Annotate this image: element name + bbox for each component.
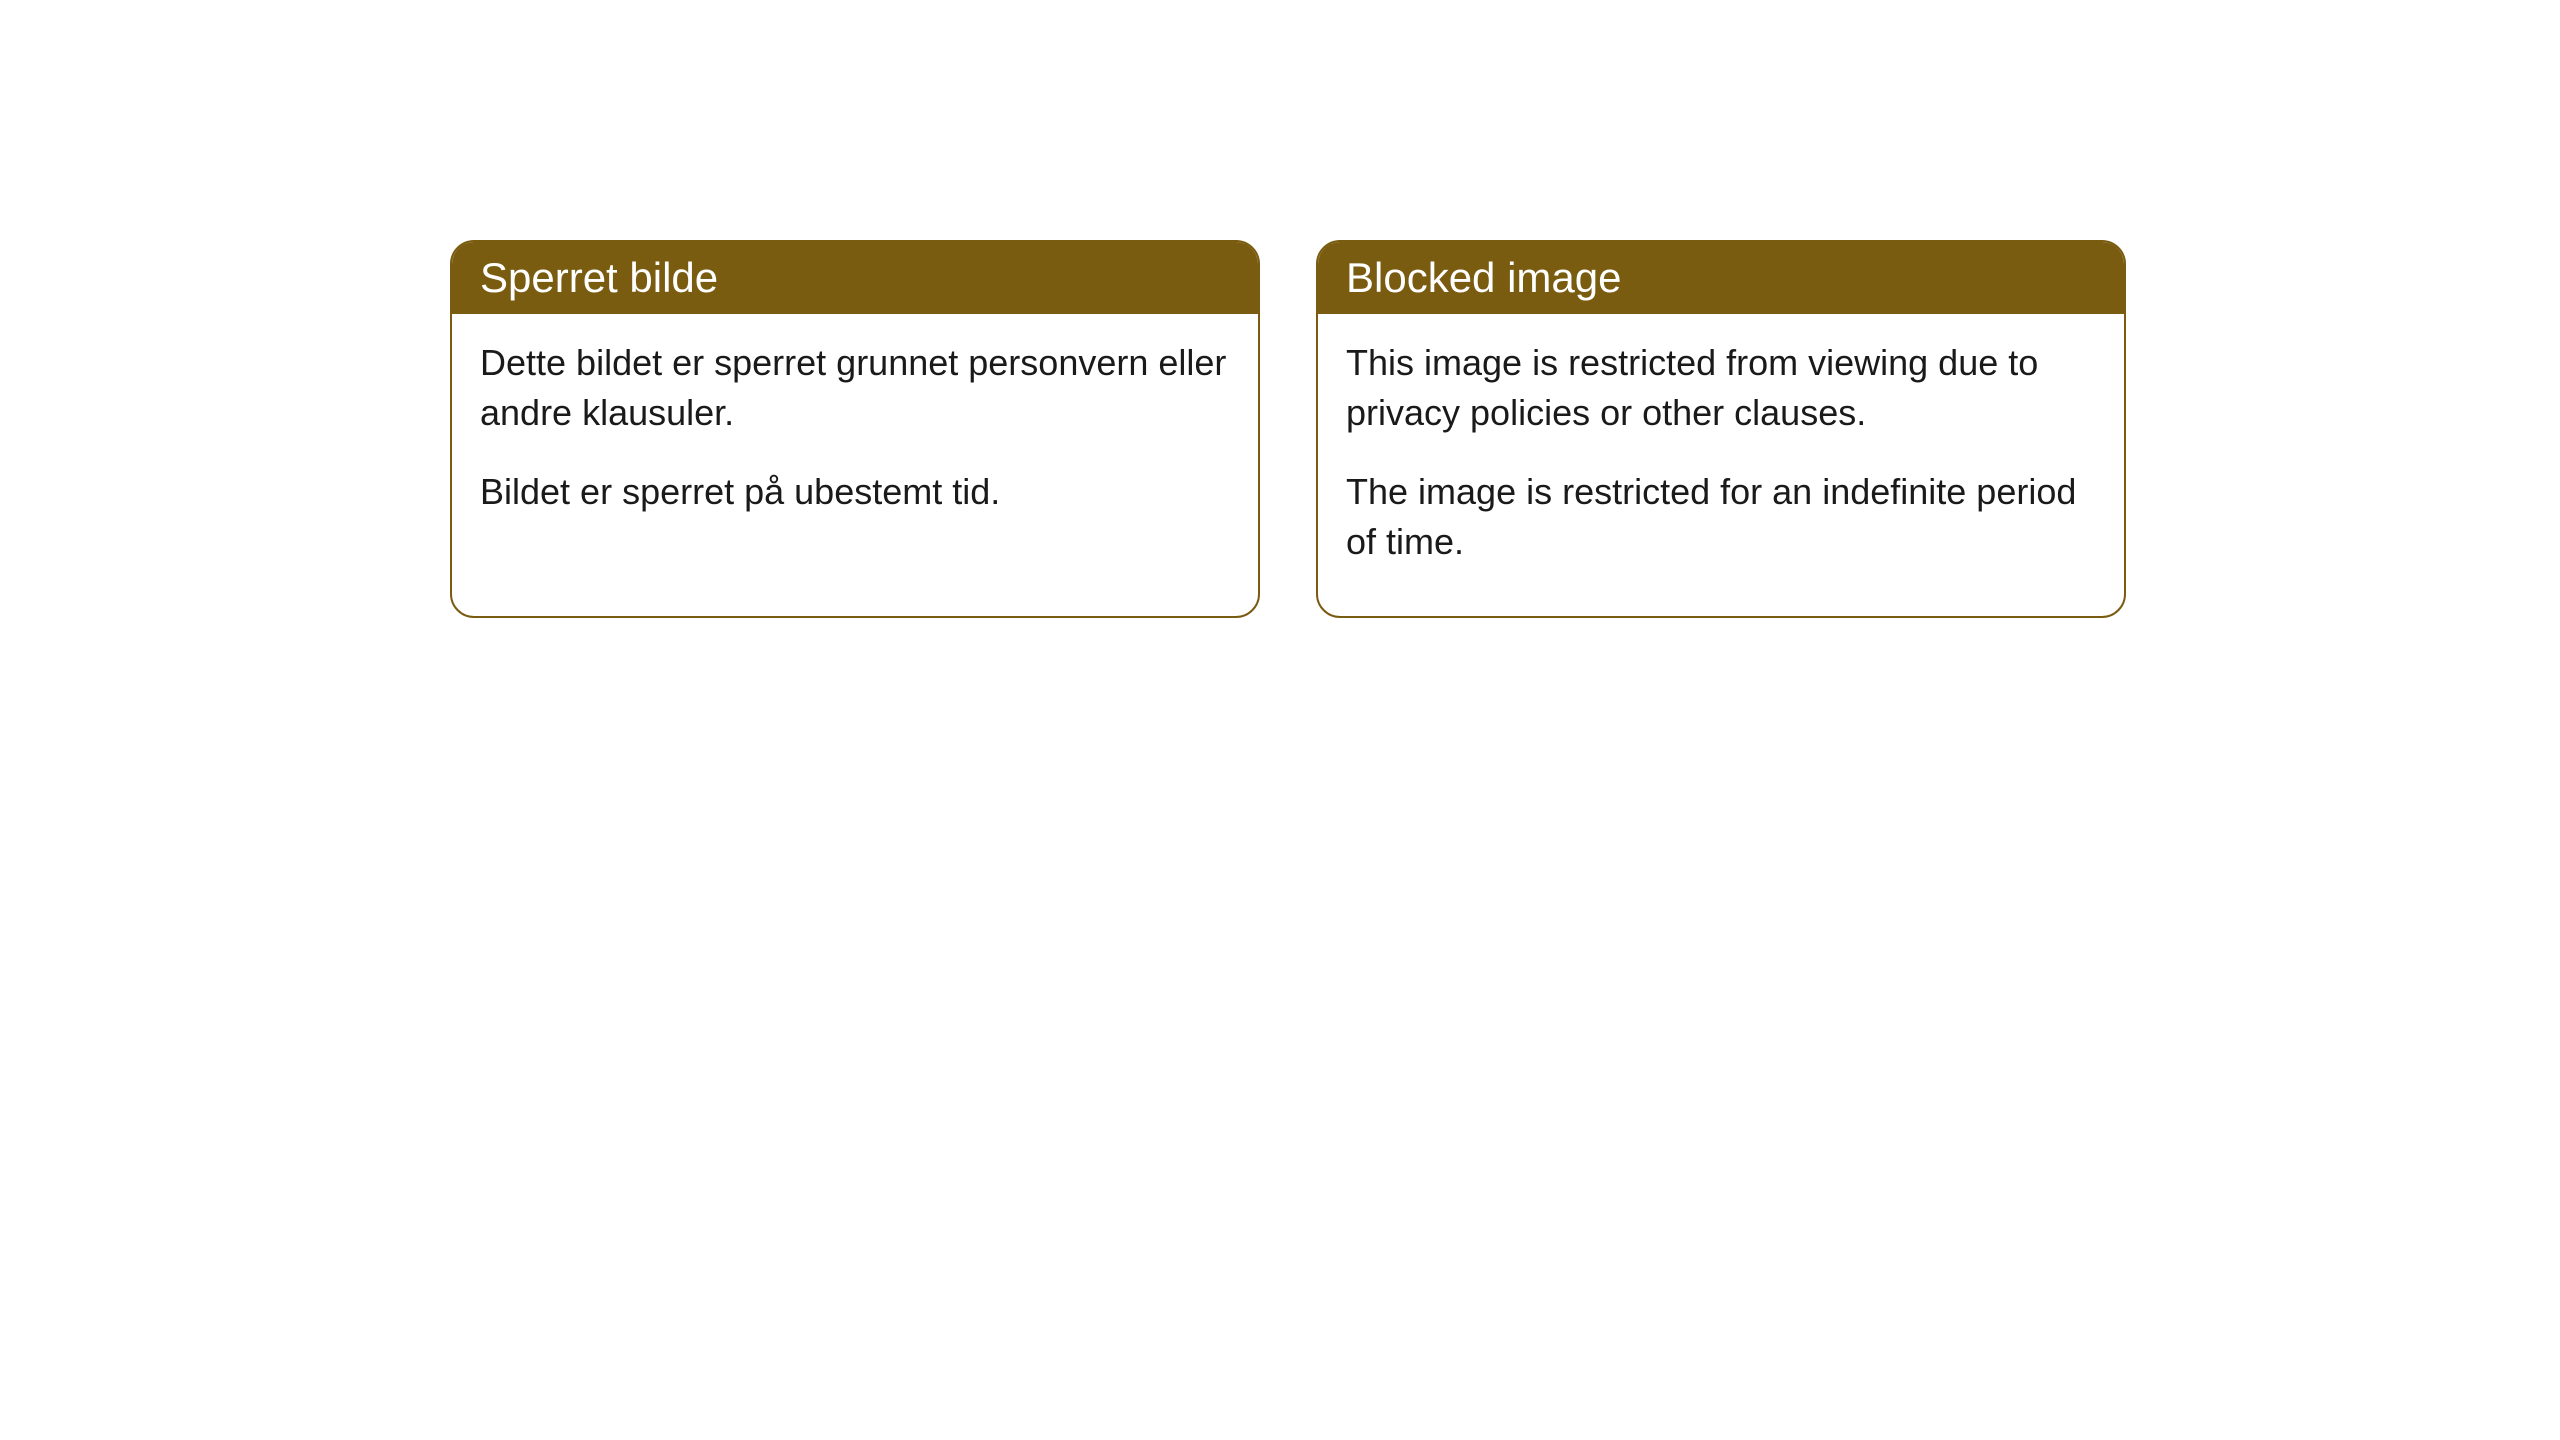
card-body: This image is restricted from viewing du… <box>1318 314 2124 616</box>
cards-container: Sperret bilde Dette bildet er sperret gr… <box>450 240 2126 618</box>
card-title: Blocked image <box>1346 254 1621 301</box>
card-header: Sperret bilde <box>452 242 1258 314</box>
card-paragraph: Bildet er sperret på ubestemt tid. <box>480 467 1230 517</box>
card-paragraph: The image is restricted for an indefinit… <box>1346 467 2096 568</box>
card-title: Sperret bilde <box>480 254 718 301</box>
card-body: Dette bildet er sperret grunnet personve… <box>452 314 1258 565</box>
card-paragraph: Dette bildet er sperret grunnet personve… <box>480 338 1230 439</box>
card-paragraph: This image is restricted from viewing du… <box>1346 338 2096 439</box>
card-header: Blocked image <box>1318 242 2124 314</box>
blocked-image-card-norwegian: Sperret bilde Dette bildet er sperret gr… <box>450 240 1260 618</box>
blocked-image-card-english: Blocked image This image is restricted f… <box>1316 240 2126 618</box>
